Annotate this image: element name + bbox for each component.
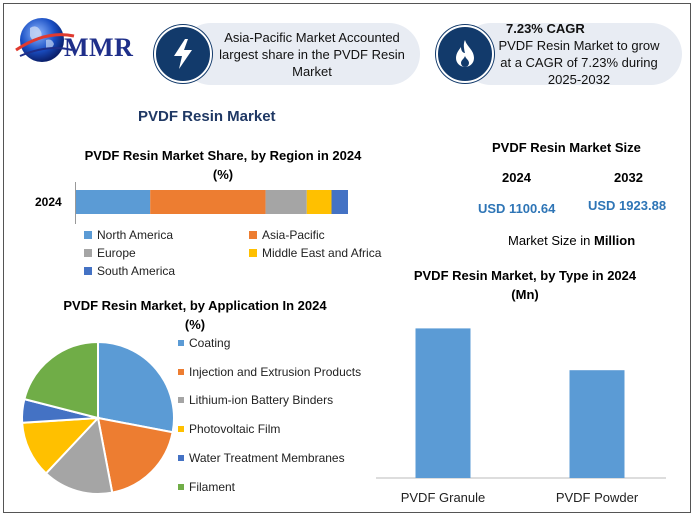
legend-label: Europe [97,246,136,260]
legend-label: Middle East and Africa [262,246,382,260]
market-size-note: Market Size in Million [508,233,635,248]
legend-filament: Filament [178,480,235,494]
type-bar-chart: PVDF Granule PVDF Powder [376,328,666,505]
application-chart-title: PVDF Resin Market, by Application In 202… [40,296,350,334]
main-title: PVDF Resin Market [138,108,276,125]
legend-swatch [249,249,257,257]
legend-mea: Middle East and Africa [249,246,381,260]
info2-line2: PVDF Resin Market to grow [498,38,660,53]
legend-swatch [84,231,92,239]
legend-water: Water Treatment Membranes [178,451,345,465]
info2-line4: 2025-2032 [547,72,611,87]
region-chart-title-line1: PVDF Resin Market Share, by Region in 20… [84,148,362,163]
globe-icon [15,18,75,62]
info-pill-region [180,23,420,85]
market-size-year2: 2032 [614,170,643,185]
region-bar-segment-europe [265,190,307,214]
legend-label: Injection and Extrusion Products [189,365,362,379]
info-pill-cagr [460,23,682,85]
pie-slice-lithium-ion-battery-binders [44,415,114,495]
info-text-region: Asia-Pacific Market Accounted largest sh… [212,29,412,80]
flame-icon [436,25,494,83]
type-chart-title-line2: (Mn) [511,287,539,302]
application-chart-title-line2: (%) [184,317,206,332]
region-bar-category: 2024 [35,195,62,209]
region-chart-title-line2: (%) [212,167,234,182]
type-chart-title: PVDF Resin Market, by Type in 2024 (Mn) [390,266,660,304]
legend-swatch [84,249,92,257]
region-bar-segment-asia-pacific [150,190,266,214]
legend-label: Asia-Pacific [262,228,325,242]
legend-swatch [178,455,184,461]
legend-photovoltaic: Photovoltaic Film [178,422,280,436]
pie-slice-coating [97,340,175,434]
legend-asia-pacific: Asia-Pacific [249,228,325,242]
region-axis-line [75,182,76,224]
legend-label: Lithium-ion Battery Binders [189,393,334,407]
legend-lithium: Lithium-ion Battery Binders [178,393,333,407]
region-bar-segment-middle-east-and-africa [306,190,332,214]
region-bar-segment-north-america [76,190,151,214]
market-size-note-prefix: Market Size in [508,233,594,248]
info-text-cagr: 7.23% CAGR PVDF Resin Market to grow at … [494,20,664,88]
info2-line1: 7.23% CAGR [506,21,585,36]
legend-north-america: North America [84,228,173,242]
type-bar-label: PVDF Granule [401,490,486,505]
legend-coating: Coating [178,336,230,350]
info2-line3: at a CAGR of 7.23% during [500,55,658,70]
legend-swatch [178,484,184,490]
application-pie-chart [21,340,175,495]
pie-slice-injection-and-extrusion-products [96,416,174,494]
legend-label: South America [97,264,176,278]
legend-label: Filament [189,480,236,494]
legend-swatch [178,369,184,375]
logo-text: MMR [64,33,134,62]
legend-label: Water Treatment Membranes [189,451,345,465]
legend-swatch [178,426,184,432]
legend-europe: Europe [84,246,136,260]
market-size-note-unit: Million [593,233,636,248]
infographic-frame [3,3,691,513]
legend-label: Photovoltaic Film [189,422,281,436]
legend-swatch [249,231,257,239]
market-size-value1: USD 1100.64 [478,201,556,216]
legend-swatch [178,340,184,346]
market-size-value2: USD 1923.88 [588,198,667,213]
type-chart-title-line1: PVDF Resin Market, by Type in 2024 [413,268,637,283]
mmr-logo [10,10,140,80]
info1-line3: Market [292,64,332,79]
legend-south-america: South America [84,264,175,278]
legend-label: North America [97,228,174,242]
region-chart-title: PVDF Resin Market Share, by Region in 20… [68,146,378,184]
lightning-icon [154,25,212,83]
region-stacked-bar [76,190,348,214]
market-size-title: PVDF Resin Market Size [492,140,641,155]
application-chart-title-line1: PVDF Resin Market, by Application In 202… [63,298,327,313]
region-bar-segment-south-america [331,190,348,214]
legend-swatch [178,397,184,403]
legend-label: Coating [189,336,231,350]
legend-swatch [84,267,92,275]
info1-line1: Asia-Pacific Market Accounted [224,30,400,45]
market-size-year1: 2024 [502,170,531,185]
pie-slice-filament [23,340,99,420]
type-bar-pvdf-granule [415,328,471,478]
type-bar-pvdf-powder [569,370,625,478]
info1-line2: largest share in the PVDF Resin [219,47,405,62]
type-bar-label: PVDF Powder [556,490,639,505]
legend-injection: Injection and Extrusion Products [178,365,361,379]
